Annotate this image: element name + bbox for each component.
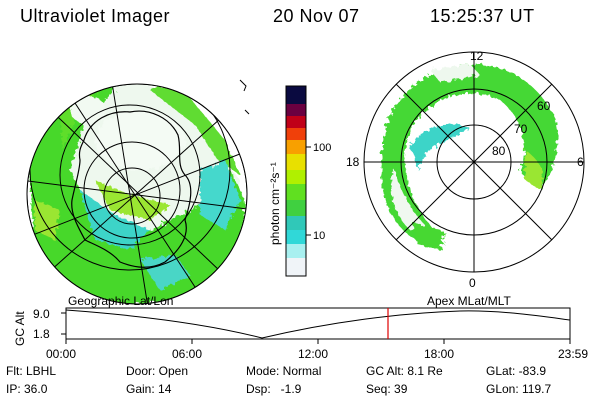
x-tick-00: 00:00	[46, 347, 76, 361]
mlt-label-18: 18	[346, 155, 360, 169]
info-mode: Mode: Normal	[246, 364, 322, 378]
lat-label-60: 60	[537, 99, 551, 113]
y-axis-title: GC Alt	[13, 311, 27, 346]
info-ip: IP: 36.0	[6, 382, 48, 396]
date-label: 20 Nov 07	[273, 6, 360, 26]
colorbar-tick-10: 10	[313, 230, 325, 242]
mlt-label-6: 6	[577, 155, 584, 169]
time-label: 15:25:37 UT	[430, 6, 535, 26]
info-flt: Flt: LBHL	[6, 364, 57, 378]
info-door: Door: Open	[126, 364, 189, 378]
magnetic-map: 12 6 0 18 60 70 80	[346, 49, 585, 290]
x-tick-12: 12:00	[298, 347, 328, 361]
timeline-right-label: Apex MLat/MLT	[427, 294, 511, 308]
info-glat: GLat: -83.9	[486, 364, 547, 378]
x-tick-18: 18:00	[424, 347, 454, 361]
altitude-curve	[65, 309, 571, 339]
altitude-timeline: Geographic Lat/Lon Apex MLat/MLT 9.0 1.8…	[13, 294, 588, 361]
info-gain: Gain: 14	[126, 382, 172, 396]
continent-outline	[71, 110, 192, 268]
colorbar-tick-100: 100	[313, 142, 331, 154]
x-tick-2359: 23:59	[558, 347, 588, 361]
y-tick-1-8: 1.8	[33, 327, 50, 341]
info-gc-alt: GC Alt: 8.1 Re	[366, 364, 443, 378]
info-seq: Seq: 39	[366, 382, 408, 396]
mlt-label-0: 0	[469, 276, 476, 290]
lat-label-80: 80	[492, 144, 506, 158]
info-glon: GLon: 119.7	[486, 382, 552, 396]
geographic-map	[26, 79, 250, 305]
colorbar-units-label: photon cm⁻²s⁻¹	[268, 162, 282, 245]
x-tick-06: 06:00	[172, 347, 202, 361]
mlt-label-12: 12	[470, 49, 484, 63]
left-aurora-image	[28, 84, 245, 304]
y-tick-9: 9.0	[33, 307, 50, 321]
timeline-frame	[65, 307, 571, 340]
lat-label-70: 70	[514, 122, 528, 136]
info-dsp: Dsp: -1.9	[246, 382, 302, 396]
right-aurora-image	[380, 64, 558, 250]
timeline-left-label: Geographic Lat/Lon	[68, 294, 173, 308]
colorbar: 100 10 photon cm⁻²s⁻¹	[268, 85, 331, 277]
instrument-title: Ultraviolet Imager	[20, 6, 171, 26]
